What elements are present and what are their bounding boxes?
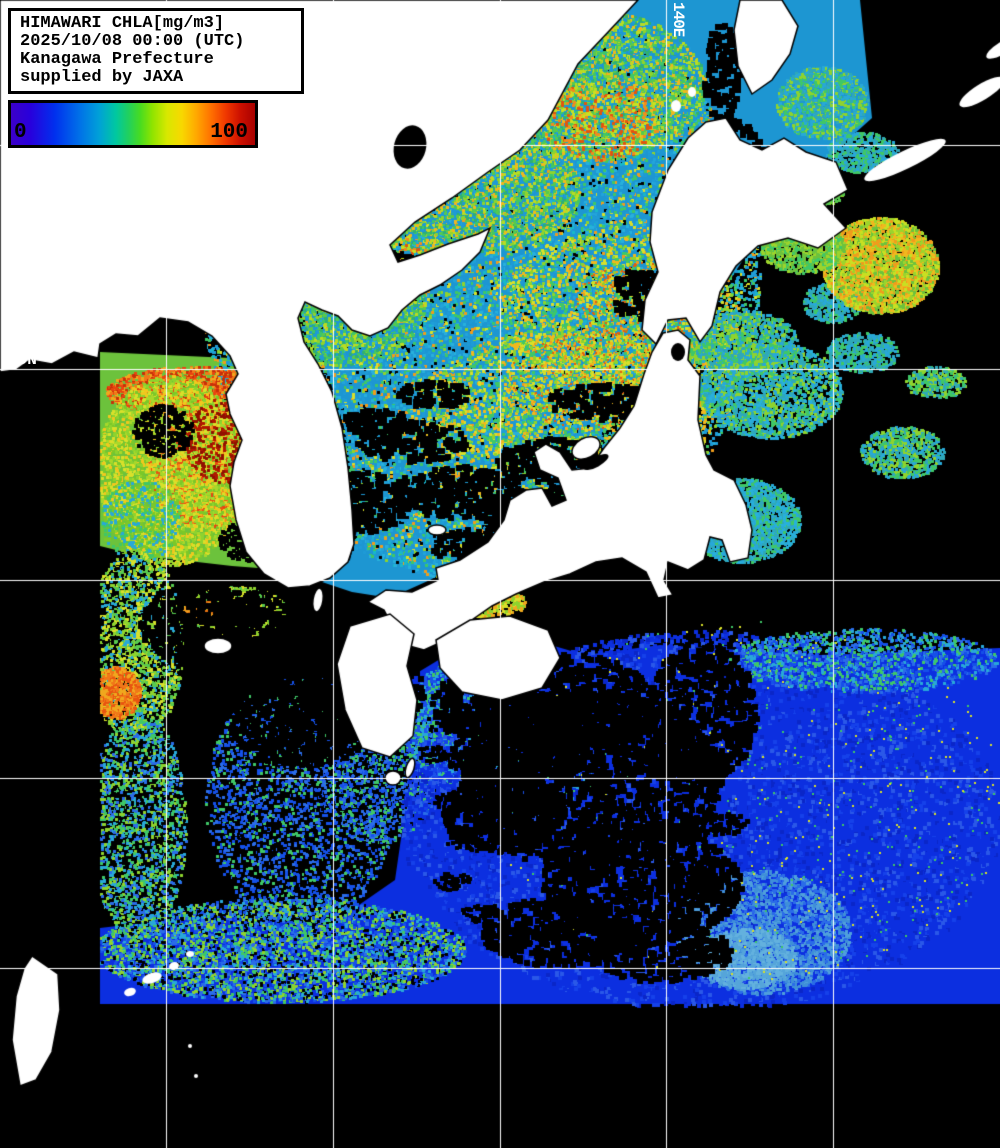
title-line-datetime: 2025/10/08 00:00 (UTC) xyxy=(20,32,245,51)
colorbar-max-label: 100 xyxy=(210,121,248,144)
colorbar: 0 100 xyxy=(8,100,258,148)
title-line-credit: supplied by JAXA xyxy=(20,68,184,87)
title-line-product: HIMAWARI CHLA[mg/m3] xyxy=(20,14,225,33)
meridian-label-140e: 140E xyxy=(669,2,687,37)
title-box: HIMAWARI CHLA[mg/m3] 2025/10/08 00:00 (U… xyxy=(8,8,304,94)
colorbar-min-label: 0 xyxy=(14,121,27,144)
colorbar-gradient xyxy=(11,103,255,145)
title-line-region: Kanagawa Prefecture xyxy=(20,50,214,69)
parallel-label-40n: 40N xyxy=(8,351,37,369)
